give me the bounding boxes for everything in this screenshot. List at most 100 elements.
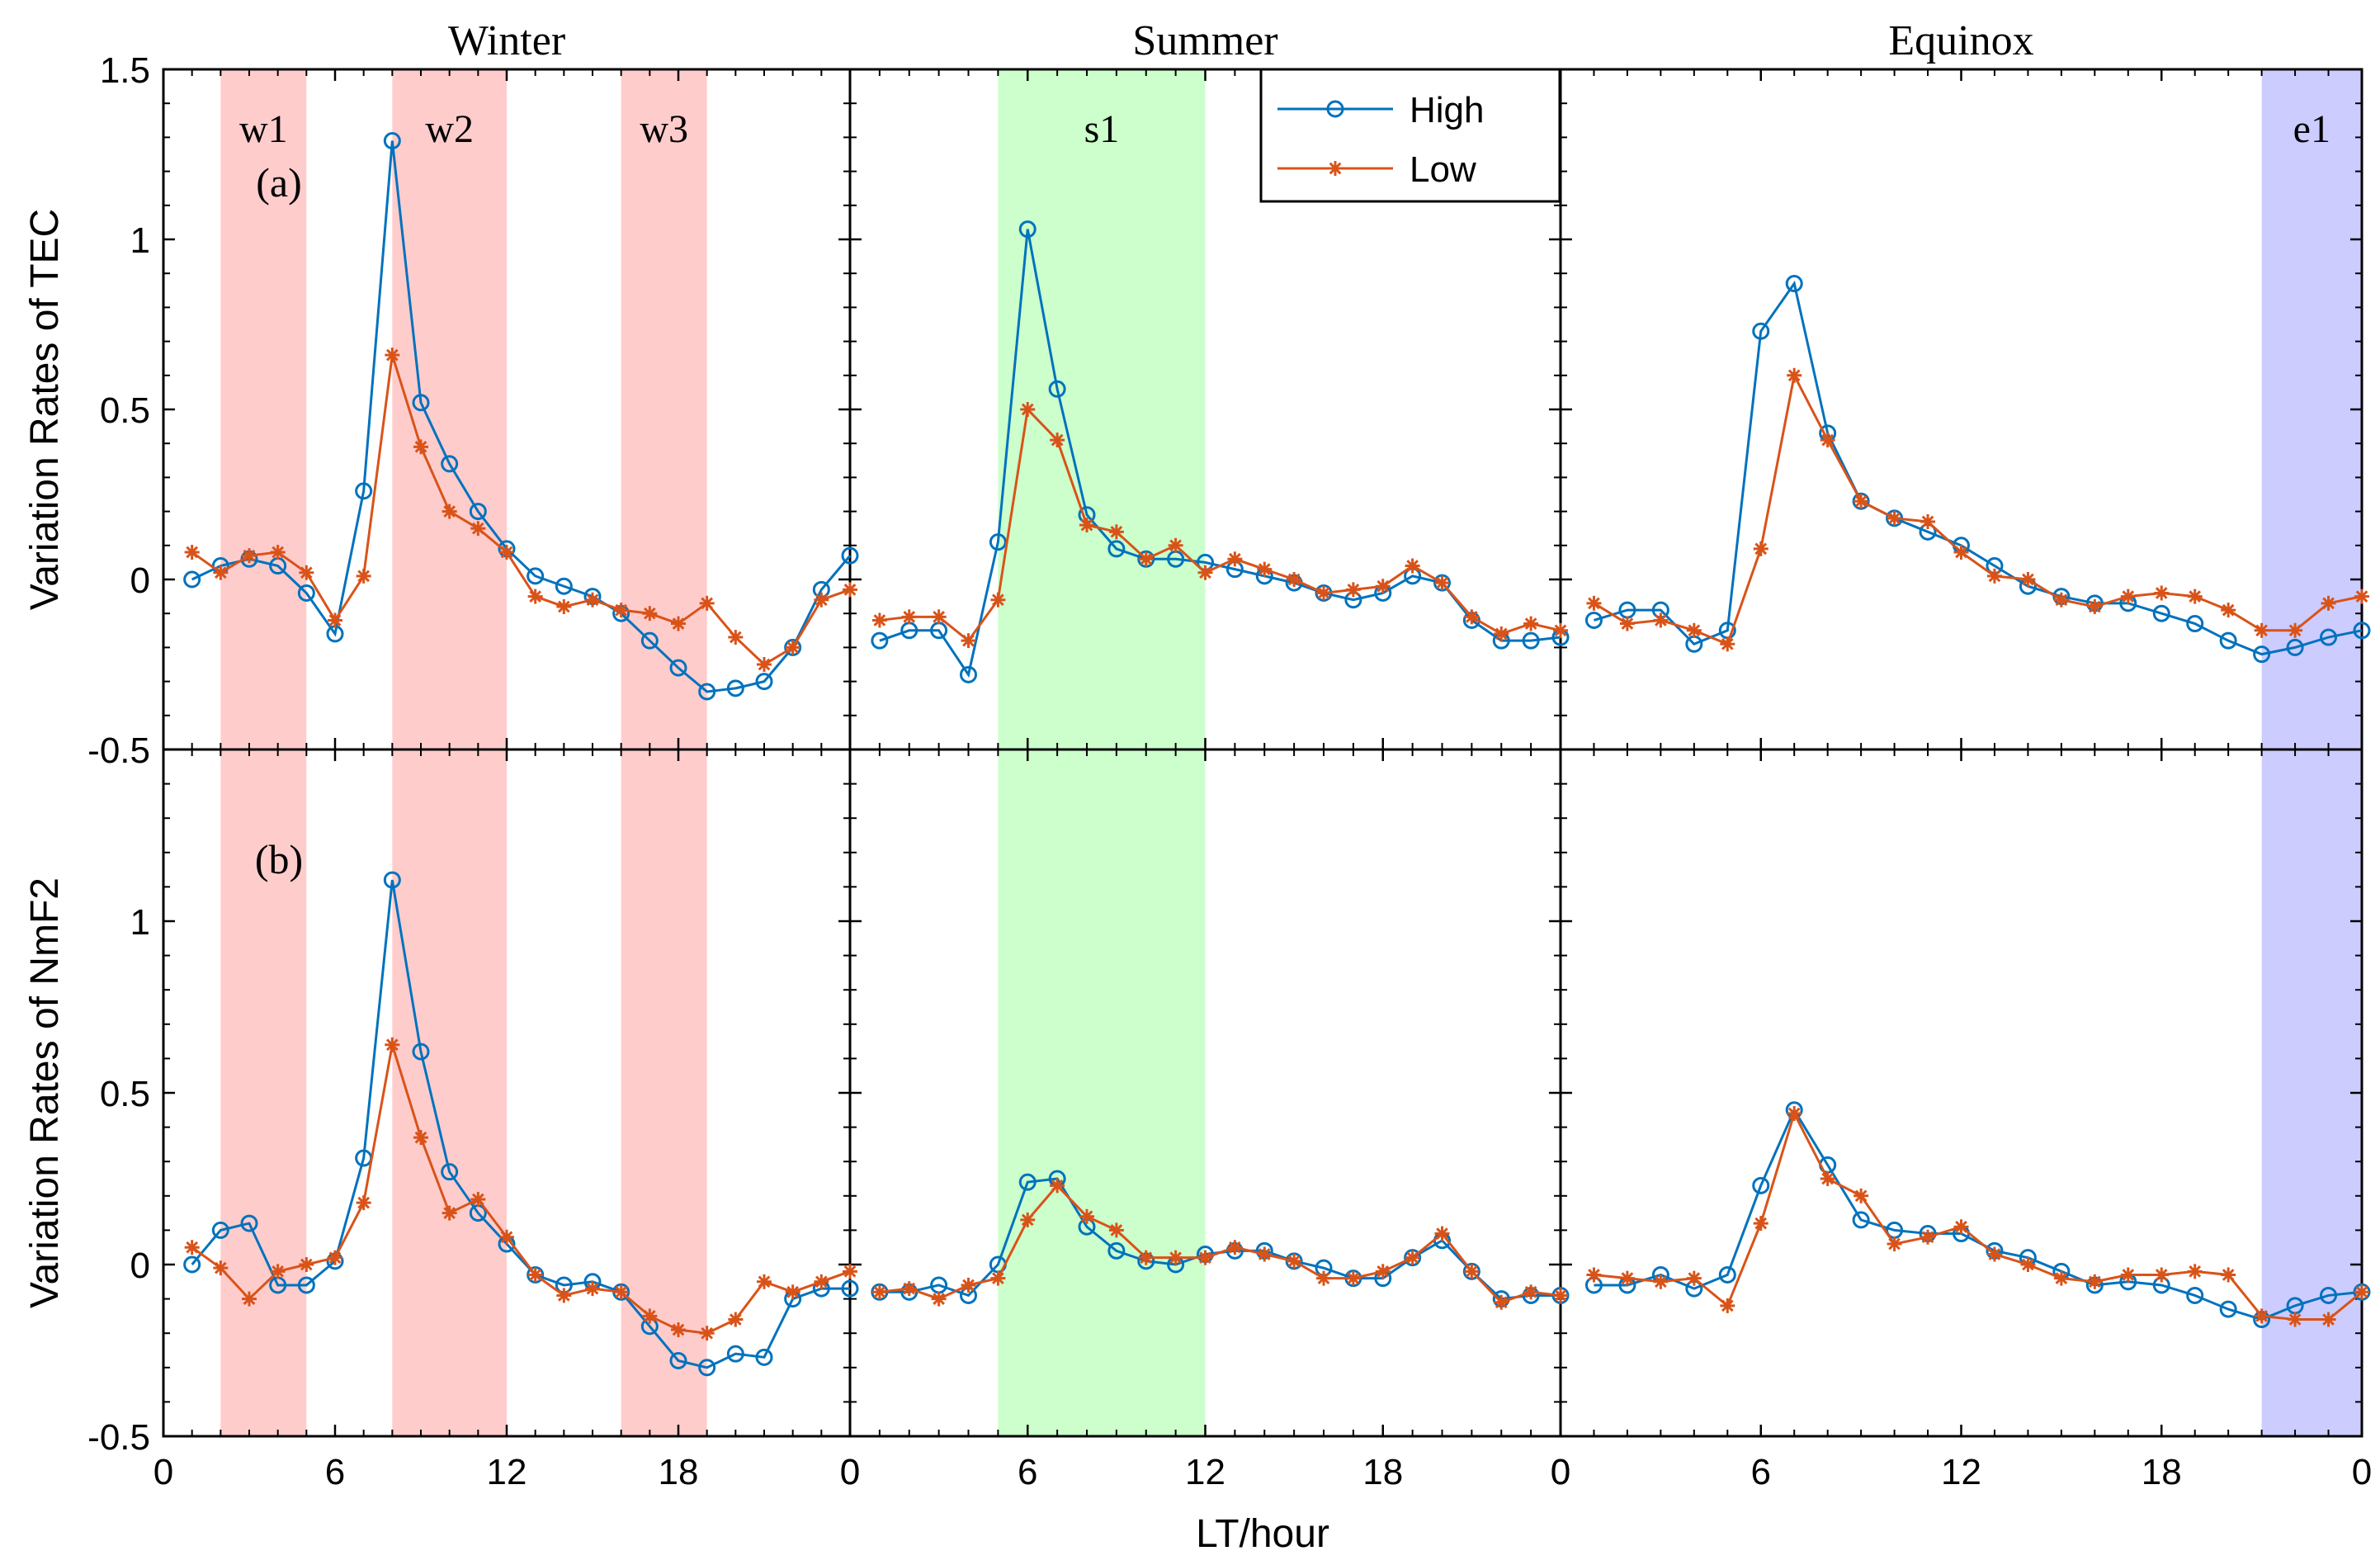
data-point-low — [1138, 1250, 1154, 1265]
data-point-low — [1345, 582, 1361, 598]
x-tick-label: 12 — [1185, 1452, 1225, 1492]
series-line-low-r1c1 — [879, 1184, 1561, 1304]
legend-label-low: Low — [1410, 149, 1476, 190]
data-point-low — [843, 1264, 857, 1279]
data-point-low — [1227, 551, 1243, 567]
asterisk-stroke — [1466, 610, 1478, 623]
data-point-high — [755, 1348, 773, 1366]
asterisk-stroke — [1554, 1289, 1567, 1302]
data-point-low — [2087, 1274, 2103, 1289]
data-point-high — [412, 1043, 430, 1061]
shaded-region-e1 — [2261, 69, 2362, 1436]
data-point-low — [1079, 1208, 1094, 1224]
data-point-low — [757, 1274, 772, 1289]
y-tick-label: -0.5 — [87, 1417, 150, 1458]
x-tick-label: 0 — [1551, 1452, 1570, 1492]
data-point-high — [1018, 220, 1037, 239]
data-point-high — [355, 482, 373, 500]
asterisk-stroke — [1466, 1265, 1478, 1278]
data-point-high — [2253, 645, 2271, 664]
asterisk-stroke — [903, 1282, 916, 1295]
y-axis-label: Variation Rates of TEC — [23, 209, 67, 610]
asterisk-stroke — [2088, 1275, 2101, 1288]
asterisk-stroke — [2189, 590, 2202, 603]
asterisk-stroke — [1140, 1251, 1153, 1265]
data-point-low — [1494, 626, 1509, 641]
asterisk-stroke — [1258, 1248, 1271, 1260]
legend-marker-high — [1326, 100, 1344, 118]
asterisk-stroke — [328, 614, 342, 626]
legend: High Low — [1259, 68, 1561, 203]
data-point-high — [2320, 628, 2338, 646]
asterisk-stroke — [1524, 617, 1537, 630]
asterisk-stroke — [443, 505, 456, 518]
x-tick-label: 12 — [487, 1452, 527, 1492]
data-point-low — [1050, 1178, 1065, 1194]
series-line-high-r1c2 — [1594, 1107, 2363, 1322]
y-tick-label: 0.5 — [100, 390, 150, 431]
asterisk-stroke — [1721, 1299, 1734, 1312]
asterisk-stroke — [1169, 1251, 1182, 1265]
data-point-low — [328, 612, 342, 628]
data-point-high — [183, 570, 201, 589]
data-point-low — [356, 568, 371, 584]
data-point-low — [442, 1205, 457, 1221]
asterisk-stroke — [1621, 617, 1634, 630]
asterisk-stroke — [643, 607, 656, 620]
y-tick-label: 1.5 — [100, 50, 150, 91]
asterisk-stroke — [2255, 624, 2268, 637]
data-point-low — [2221, 1267, 2236, 1283]
asterisk-stroke — [1347, 583, 1360, 596]
data-point-low — [1464, 609, 1480, 625]
data-point-high — [441, 1163, 459, 1181]
x-tick-label: 18 — [2142, 1452, 2182, 1492]
data-point-low — [1619, 1270, 1635, 1286]
data-point-low — [1375, 579, 1391, 594]
asterisk-stroke — [300, 1258, 313, 1271]
data-point-high — [527, 567, 545, 585]
data-point-high — [669, 1351, 687, 1369]
data-point-low — [1986, 568, 2002, 584]
y-tick-label: 1 — [130, 220, 150, 261]
data-point-low — [931, 1291, 947, 1307]
data-point-low — [1986, 1246, 2002, 1262]
data-point-high — [755, 673, 773, 691]
data-point-low — [1553, 1288, 1568, 1303]
data-point-low — [1953, 545, 1969, 560]
data-point-low — [1257, 1246, 1273, 1262]
data-point-low — [1168, 537, 1183, 553]
asterisk-stroke — [1021, 403, 1034, 416]
data-point-low — [757, 657, 772, 672]
data-point-low — [642, 606, 658, 622]
data-point-high — [297, 584, 315, 602]
asterisk-stroke — [2189, 1265, 2202, 1278]
data-point-low — [1653, 612, 1669, 628]
asterisk-stroke — [2255, 1310, 2268, 1322]
data-point-low — [1405, 1250, 1420, 1265]
data-point-high — [640, 631, 659, 650]
data-point-low — [413, 1130, 428, 1146]
data-point-low — [990, 1270, 1006, 1286]
asterisk-stroke — [500, 1231, 513, 1244]
asterisk-stroke — [1347, 1272, 1360, 1285]
data-point-high — [211, 1221, 229, 1239]
data-point-high — [1785, 275, 1803, 293]
data-point-low — [990, 592, 1006, 608]
asterisk-stroke — [557, 600, 570, 613]
data-point-low — [499, 545, 514, 560]
series-line-high-r0c2 — [1594, 280, 2363, 656]
data-point-low — [1920, 1229, 1936, 1245]
asterisk-stroke — [1655, 614, 1667, 626]
y-tick-label: -0.5 — [87, 730, 150, 771]
data-point-low — [1523, 1284, 1539, 1300]
asterisk-stroke — [1921, 1231, 1934, 1244]
data-point-low — [613, 603, 629, 618]
data-point-low — [413, 439, 428, 455]
data-point-low — [699, 595, 715, 611]
x-tick-label: 0 — [1551, 1452, 1570, 1492]
asterisk-stroke — [1821, 1172, 1835, 1185]
data-point-high — [2219, 631, 2237, 650]
x-tick-label: 0 — [153, 1452, 173, 1492]
data-point-high — [1107, 540, 1126, 558]
